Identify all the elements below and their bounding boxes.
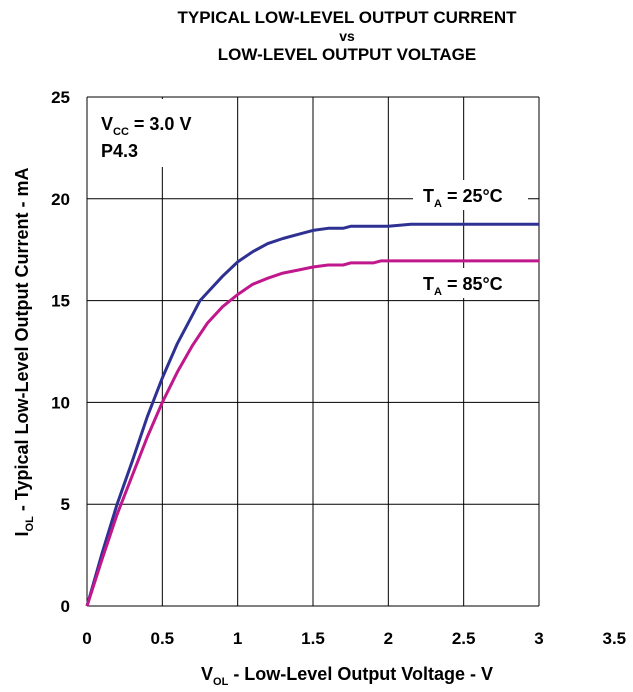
x-axis-label: VOL - Low-Level Output Voltage - V <box>201 664 493 688</box>
y-tick-label: 5 <box>61 495 70 514</box>
annotation-pin: P4.3 <box>101 141 138 161</box>
x-tick-label: 0.5 <box>151 629 175 648</box>
label-85-background <box>413 268 528 298</box>
y-tick-label: 25 <box>51 88 70 107</box>
x-tick-label: 1 <box>233 629 242 648</box>
x-tick-label: 1.5 <box>301 629 325 648</box>
grid <box>86 96 540 607</box>
y-tick-label: 20 <box>51 190 70 209</box>
chart-title-line1: TYPICAL LOW-LEVEL OUTPUT CURRENT <box>177 8 517 27</box>
series-line-1 <box>85 222 539 607</box>
y-tick-label: 10 <box>51 393 70 412</box>
annotation-vcc: VCC = 3.0 V <box>101 114 191 138</box>
x-tick-labels: 0 0.5 1 1.5 2 2.5 3 3.5 <box>82 629 626 648</box>
y-axis-label: IOL - Typical Low-Level Output Current -… <box>12 168 36 537</box>
x-tick-label: 2 <box>384 629 393 648</box>
y-tick-labels: 0 5 10 15 20 25 <box>51 88 70 616</box>
annotation-background <box>89 99 235 167</box>
series-label-25c: TA = 25°C <box>423 186 503 210</box>
x-tick-label: 3.5 <box>603 629 627 648</box>
chart-title-line3: LOW-LEVEL OUTPUT VOLTAGE <box>218 45 476 64</box>
y-tick-label: 15 <box>51 292 70 311</box>
x-tick-label: 3 <box>534 629 543 648</box>
series-line-2 <box>85 259 539 607</box>
x-tick-label: 0 <box>82 629 91 648</box>
chart-title-line2: vs <box>339 28 355 44</box>
series-group <box>85 222 539 607</box>
series-label-85c: TA = 85°C <box>423 274 503 298</box>
label-25-background <box>413 180 528 210</box>
y-tick-label: 0 <box>61 597 70 616</box>
x-tick-label: 2.5 <box>452 629 476 648</box>
